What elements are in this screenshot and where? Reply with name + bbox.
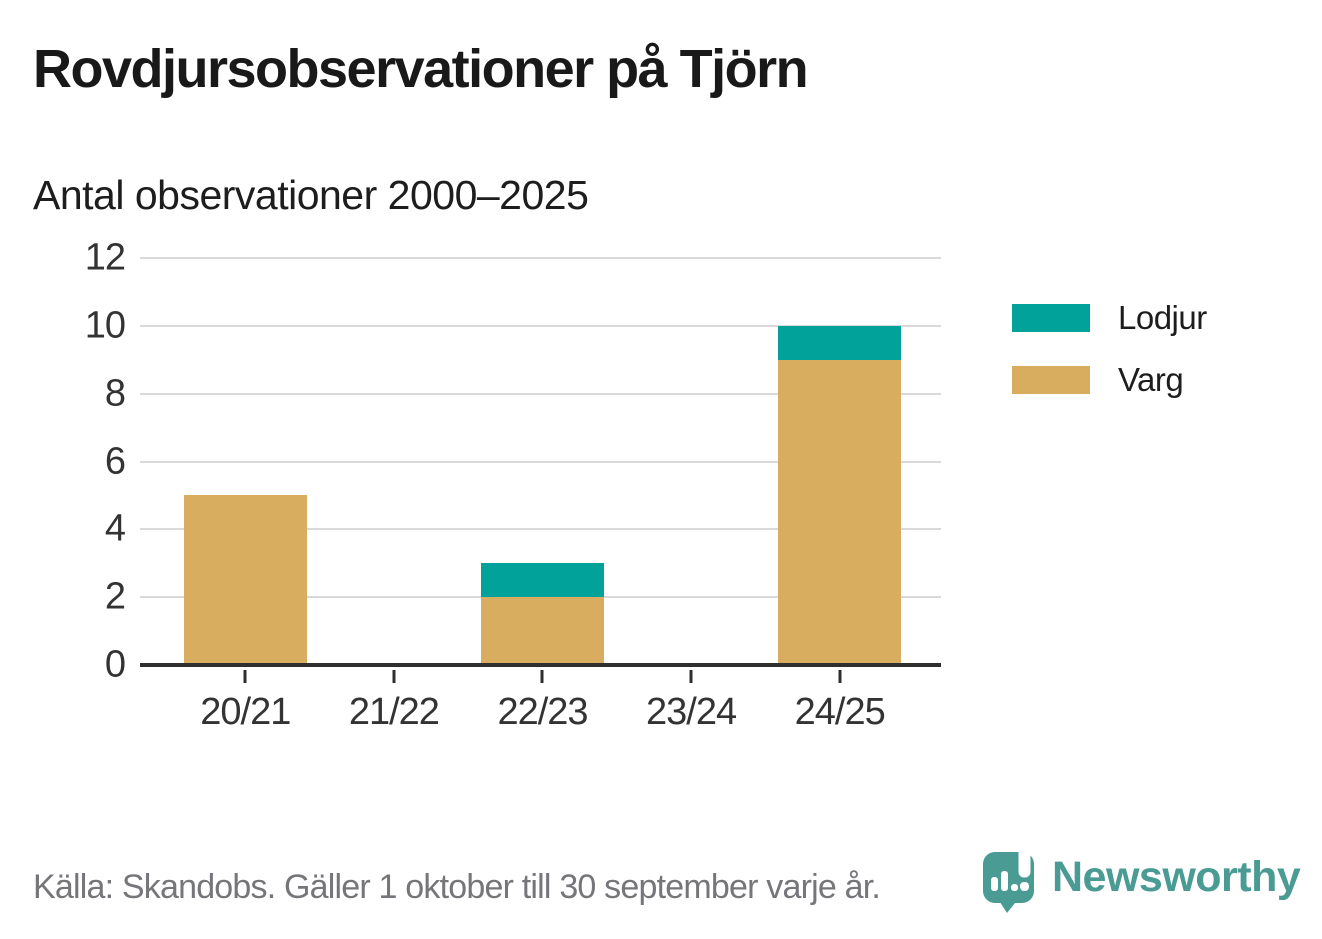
gridline-y8: [140, 392, 941, 395]
bar-group-21-22: 21/22: [320, 258, 469, 733]
bar-group-22-23: 22/23: [468, 258, 617, 733]
chart-subtitle: Antal observationer 2000–2025: [33, 172, 589, 218]
x-tick-label: 22/23: [497, 691, 588, 733]
newsworthy-wordmark: Newsworthy: [1052, 853, 1301, 901]
bar-group-24-25: 24/25: [765, 258, 914, 733]
newsworthy-brand: Newsworthy: [983, 846, 1301, 914]
bar-segment-lodjur: [778, 325, 902, 360]
gridline-y12: [140, 257, 941, 259]
y-tick-label: 0: [104, 643, 126, 686]
legend-swatch-varg: [1012, 366, 1090, 394]
y-tick-label: 12: [84, 236, 126, 279]
bar-segment-varg: [778, 359, 902, 665]
newsworthy-logo-icon: [983, 846, 1034, 913]
legend: Lodjur Varg: [1012, 299, 1207, 399]
legend-label: Varg: [1118, 361, 1184, 398]
bar-groups: 20/21 21/22 22/23 23/24 24/25: [171, 258, 914, 733]
gridline-y6: [140, 460, 941, 463]
x-axis-tick: [392, 670, 396, 683]
plot-area: 20/21 21/22 22/23 23/24 24/25: [140, 257, 941, 733]
bar-group-23-24: 23/24: [617, 258, 766, 733]
y-axis: 0 2 4 6 8 10 12: [20, 237, 126, 686]
legend-item-varg: Varg: [1012, 361, 1207, 399]
legend-item-lodjur: Lodjur: [1012, 299, 1207, 337]
bar-segment-varg: [183, 495, 307, 665]
y-tick-label: 10: [84, 304, 126, 347]
stacked-bar: [183, 495, 307, 665]
y-tick-label: 2: [104, 575, 126, 618]
x-axis-tick: [689, 670, 693, 683]
gridline-y10: [140, 324, 941, 327]
x-axis-tick: [243, 670, 247, 683]
legend-swatch-lodjur: [1012, 304, 1090, 332]
y-tick-label: 8: [104, 372, 126, 415]
source-note: Källa: Skandobs. Gäller 1 oktober till 3…: [33, 868, 881, 906]
legend-label: Lodjur: [1118, 299, 1207, 336]
bar-segment-lodjur: [480, 563, 604, 598]
x-tick-label: 21/22: [348, 691, 440, 733]
y-tick-label: 4: [104, 507, 126, 550]
gridline-y4: [140, 528, 941, 531]
stacked-bar: [480, 563, 604, 665]
x-tick-label: 20/21: [200, 691, 291, 733]
y-tick-label: 6: [104, 440, 126, 482]
x-axis-tick: [838, 670, 842, 683]
x-tick-label: 24/25: [794, 691, 886, 733]
x-axis-line: [140, 663, 941, 667]
stacked-bar: [778, 325, 902, 665]
x-tick-label: 23/24: [646, 691, 737, 733]
x-axis-tick: [540, 670, 544, 683]
bar-group-20-21: 20/21: [171, 258, 320, 733]
chart-title: Rovdjursobservationer på Tjörn: [33, 39, 809, 99]
bar-segment-varg: [480, 597, 604, 665]
